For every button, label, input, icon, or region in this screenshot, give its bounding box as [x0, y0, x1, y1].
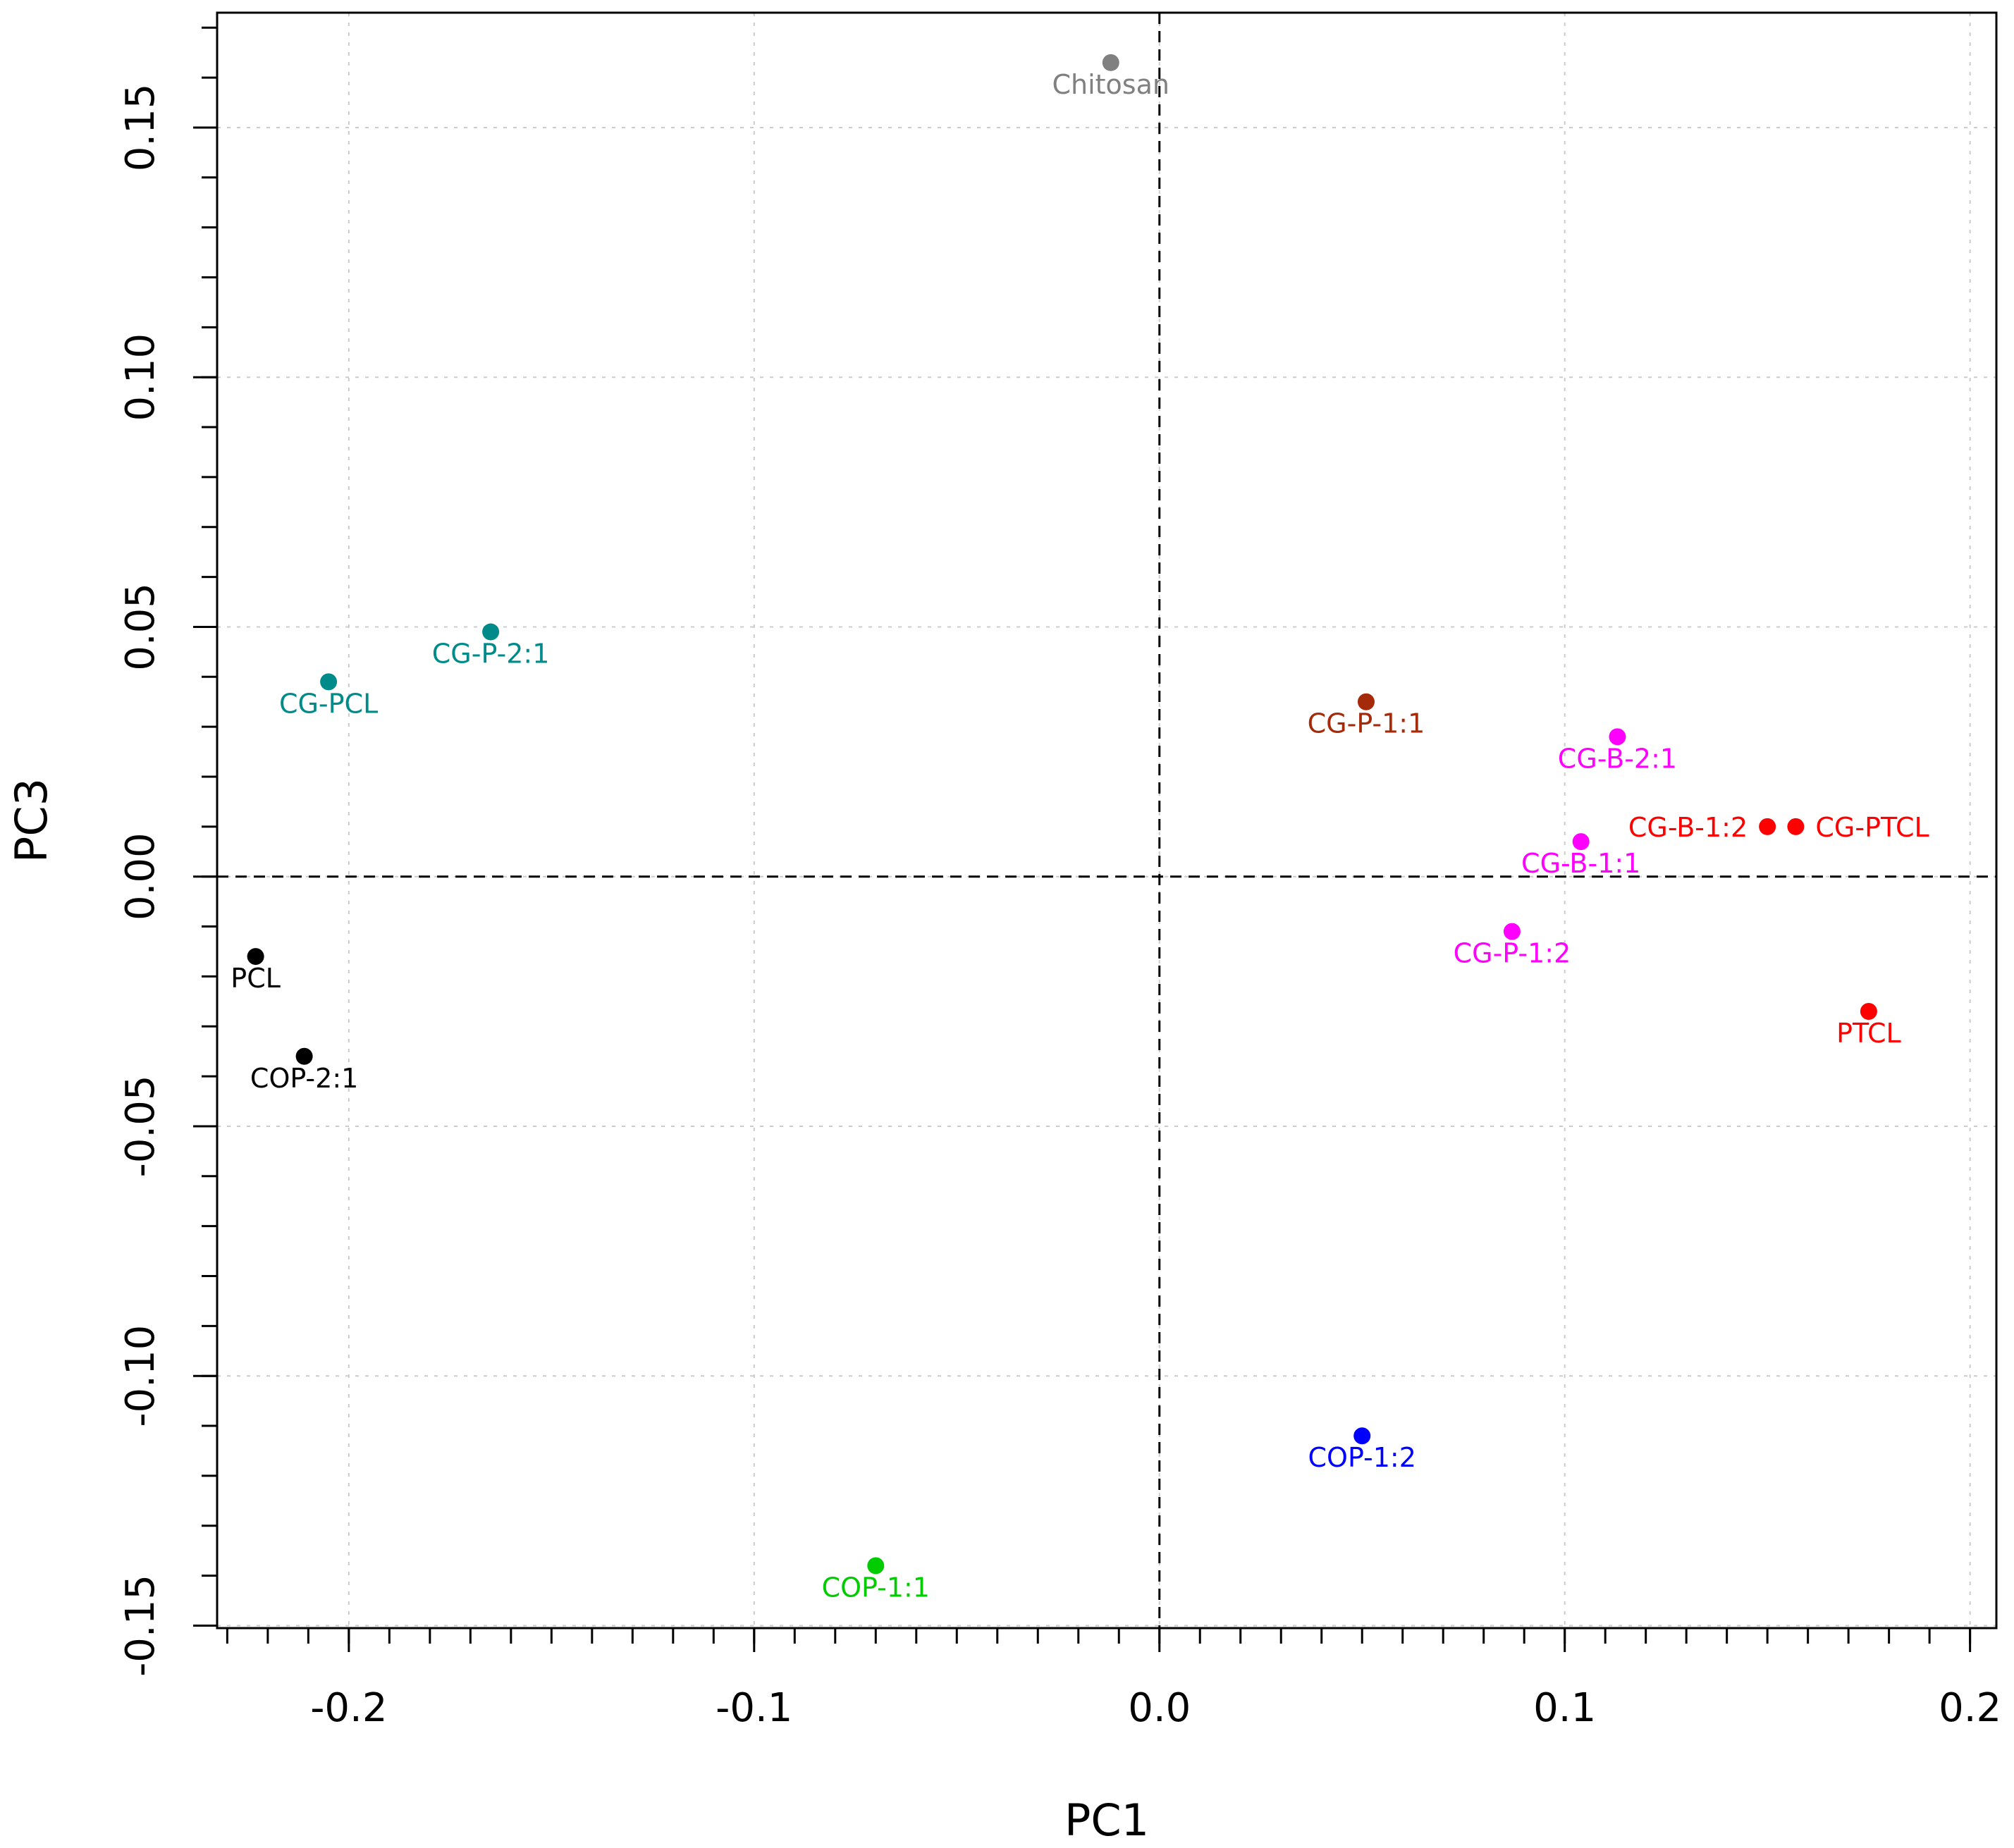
point-cop-2-1	[295, 1047, 313, 1065]
x-tick-label: -0.1	[716, 1685, 792, 1731]
point-label-cg-b-1-2: CG-B-1:2	[1628, 812, 1748, 843]
y-tick-label: -0.15	[118, 1575, 164, 1677]
point-cg-b-2-1	[1609, 728, 1626, 746]
point-cg-p-2-1	[482, 623, 500, 641]
x-axis-title: PC1	[1064, 1794, 1149, 1846]
point-cg-ptcl	[1787, 818, 1805, 835]
x-tick-label: 0.0	[1128, 1685, 1191, 1731]
point-label-cg-p-1-2: CG-P-1:2	[1454, 938, 1571, 969]
point-label-cg-b-1-1: CG-B-1:1	[1521, 848, 1640, 879]
point-cg-p-1-1	[1357, 693, 1375, 710]
point-label-cg-p-1-1: CG-P-1:1	[1308, 708, 1425, 739]
y-tick-label: 0.15	[118, 84, 164, 172]
point-label-cop-1-2: COP-1:2	[1308, 1442, 1416, 1473]
point-label-cg-b-2-1: CG-B-2:1	[1558, 743, 1677, 774]
point-label-cg-pcl: CG-PCL	[279, 688, 378, 719]
point-cop-1-1	[867, 1557, 885, 1575]
point-chitosan	[1102, 54, 1119, 71]
point-label-chitosan: Chitosan	[1052, 69, 1169, 100]
point-cg-b-1-1	[1572, 833, 1590, 851]
point-label-cg-p-2-1: CG-P-2:1	[432, 639, 550, 670]
point-cg-b-1-2	[1759, 818, 1776, 835]
point-label-cop-1-1: COP-1:1	[822, 1572, 930, 1603]
y-tick-label: 0.10	[118, 333, 164, 421]
point-label-cg-ptcl: CG-PTCL	[1815, 812, 1929, 843]
x-axis: -0.2 -0.1 0.0 0.1 0.2	[226, 1628, 2001, 1731]
x-tick-label: 0.2	[1939, 1685, 2001, 1731]
point-labels: Chitosan CG-P-2:1 CG-PCL CG-P-1:1 CG-B-2:1 CG…	[231, 69, 1929, 1603]
point-label-cop-2-1: COP-2:1	[250, 1063, 358, 1094]
point-cg-p-1-2	[1503, 923, 1521, 940]
y-tick-label: -0.05	[118, 1076, 164, 1178]
x-tick-label: -0.2	[310, 1685, 387, 1731]
reference-lines	[217, 13, 1996, 1628]
point-label-pcl: PCL	[231, 963, 281, 994]
point-cop-1-2	[1353, 1427, 1371, 1445]
point-pcl	[247, 948, 264, 966]
point-label-ptcl: PTCL	[1836, 1018, 1901, 1049]
y-axis-title: PC3	[6, 778, 57, 863]
y-axis: -0.15 -0.10 -0.05 0.00 0.05 0.10 0.15	[118, 26, 217, 1677]
plot-frame	[216, 11, 1998, 1630]
y-tick-label: 0.05	[118, 583, 164, 671]
y-tick-label: 0.00	[118, 832, 164, 920]
x-tick-label: 0.1	[1533, 1685, 1596, 1731]
data-points	[247, 54, 1877, 1575]
y-tick-label: -0.10	[118, 1325, 164, 1427]
point-ptcl	[1860, 1003, 1877, 1021]
point-cg-pcl	[320, 673, 338, 691]
